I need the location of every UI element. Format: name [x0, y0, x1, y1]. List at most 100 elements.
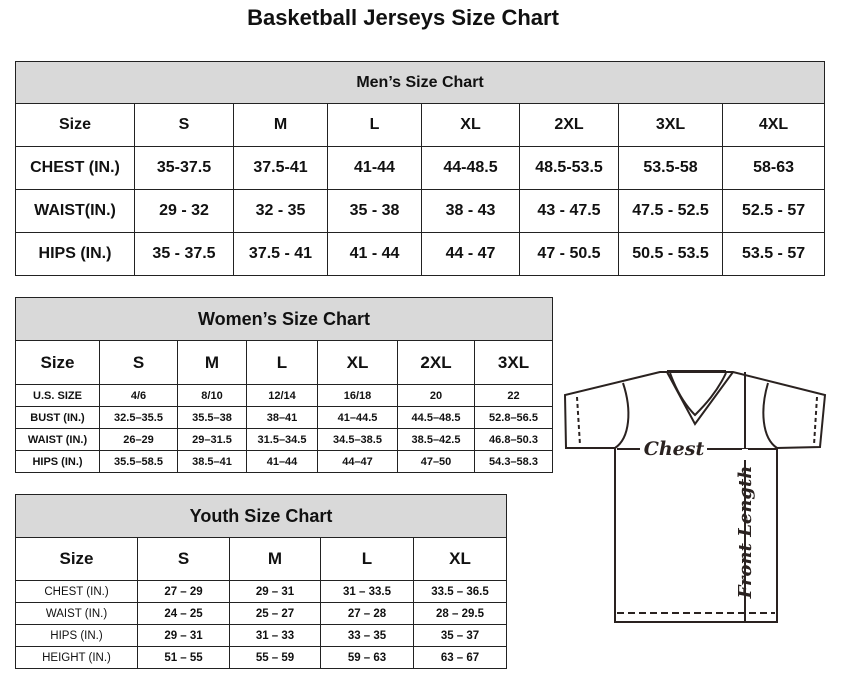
- table-cell: 27 – 29: [137, 580, 230, 603]
- table-row: HIPS (IN.) 29 – 31 31 – 33 33 – 35 35 – 37: [15, 624, 508, 647]
- table-cell: 52.8–56.5: [473, 406, 554, 429]
- table-cell: 41–44.5: [317, 406, 398, 429]
- column-header: XL: [421, 103, 520, 147]
- table-cell: 27 – 28: [320, 602, 414, 625]
- column-header: S: [137, 537, 230, 581]
- table-cell: 33 – 35: [320, 624, 414, 647]
- womens-size-table: Women’s Size Chart Size S M L XL 2XL 3XL U.S. S…: [14, 297, 554, 473]
- table-cell: 32.5–35.5: [99, 406, 178, 429]
- table-cell: 63 – 67: [412, 646, 508, 669]
- table-cell: 41-44: [327, 146, 422, 190]
- column-header: S: [99, 340, 178, 385]
- table-row: WAIST (IN.) 24 – 25 25 – 27 27 – 28 28 – 29.…: [15, 602, 508, 625]
- table-cell: 48.5-53.5: [519, 146, 619, 190]
- column-header: Size: [15, 340, 100, 385]
- table-cell: 46.8–50.3: [473, 428, 554, 451]
- table-cell: 31 – 33: [229, 624, 321, 647]
- t-shirt-icon: Chest Front Length: [563, 370, 827, 623]
- table-cell: 35 – 37: [412, 624, 508, 647]
- table-cell: 29 – 31: [137, 624, 230, 647]
- table-cell: 29 - 32: [134, 189, 234, 233]
- table-cell: 29–31.5: [177, 428, 247, 451]
- table-row: BUST (IN.) 32.5–35.5 35.5–38 38–41 41–44.5 44…: [15, 406, 554, 429]
- header-row: Size S M L XL: [15, 537, 508, 581]
- header-row: Size S M L XL 2XL 3XL: [15, 340, 554, 385]
- table-cell: 26–29: [99, 428, 178, 451]
- table-cell: 4/6: [99, 384, 178, 407]
- table-cell: 8/10: [177, 384, 247, 407]
- table-cell: 38 - 43: [421, 189, 520, 233]
- table-row: HEIGHT (IN.) 51 – 55 55 – 59 59 – 63 63 – 67: [15, 646, 508, 669]
- table-cell: 35.5–58.5: [99, 450, 178, 473]
- table-cell: 16/18: [317, 384, 398, 407]
- front-length-label: Front Length: [735, 466, 756, 600]
- row-label: WAIST(IN.): [15, 189, 135, 233]
- mens-table-caption: Men’s Size Chart: [14, 61, 826, 104]
- table-row: WAIST (IN.) 26–29 29–31.5 31.5–34.5 34.5–38.…: [15, 428, 554, 451]
- page-title: Basketball Jerseys Size Chart: [247, 5, 559, 30]
- chest-label: Chest: [644, 438, 705, 460]
- youth-size-table: Youth Size Chart Size S M L XL CHEST (IN.) 27 …: [14, 494, 508, 669]
- table-cell: 12/14: [246, 384, 318, 407]
- table-cell: 44 - 47: [421, 232, 520, 276]
- table-row: WAIST(IN.) 29 - 32 32 - 35 35 - 38 38 - 43 43…: [15, 189, 826, 233]
- table-cell: 32 - 35: [233, 189, 328, 233]
- column-header: M: [229, 537, 321, 581]
- table-row: HIPS (IN.) 35.5–58.5 38.5–41 41–44 44–47 47–5…: [15, 450, 554, 473]
- table-cell: 53.5 - 57: [721, 232, 826, 276]
- table-cell: 53.5-58: [618, 146, 723, 190]
- table-cell: 44–47: [317, 450, 398, 473]
- table-cell: 51 – 55: [137, 646, 230, 669]
- table-cell: 33.5 – 36.5: [412, 580, 508, 603]
- table-cell: 59 – 63: [320, 646, 414, 669]
- table-cell: 54.3–58.3: [473, 450, 554, 473]
- table-cell: 58-63: [721, 146, 826, 190]
- table-row: HIPS (IN.) 35 - 37.5 37.5 - 41 41 - 44 44 - …: [15, 232, 826, 276]
- table-cell: 38–41: [246, 406, 318, 429]
- column-header: 2XL: [397, 340, 475, 385]
- column-header: Size: [15, 537, 138, 581]
- column-header: XL: [317, 340, 398, 385]
- table-cell: 37.5 - 41: [233, 232, 328, 276]
- table-row: CHEST (IN.) 35-37.5 37.5-41 41-44 44-48.5 48.…: [15, 146, 826, 190]
- row-label: WAIST (IN.): [15, 602, 138, 625]
- column-header: M: [233, 103, 328, 147]
- table-cell: 31.5–34.5: [246, 428, 318, 451]
- table-cell: 31 – 33.5: [320, 580, 414, 603]
- table-cell: 35.5–38: [177, 406, 247, 429]
- column-header: 2XL: [519, 103, 619, 147]
- table-cell: 50.5 - 53.5: [618, 232, 723, 276]
- table-cell: 44.5–48.5: [397, 406, 475, 429]
- table-cell: 20: [397, 384, 475, 407]
- womens-table-caption: Women’s Size Chart: [14, 297, 554, 341]
- row-label: U.S. SIZE: [15, 384, 100, 407]
- column-header: L: [320, 537, 414, 581]
- table-cell: 47.5 - 52.5: [618, 189, 723, 233]
- table-cell: 52.5 - 57: [721, 189, 826, 233]
- column-header: 3XL: [618, 103, 723, 147]
- table-cell: 28 – 29.5: [412, 602, 508, 625]
- table-cell: 29 – 31: [229, 580, 321, 603]
- table-cell: 41–44: [246, 450, 318, 473]
- table-cell: 37.5-41: [233, 146, 328, 190]
- column-header: L: [246, 340, 318, 385]
- table-cell: 43 - 47.5: [519, 189, 619, 233]
- table-cell: 47 - 50.5: [519, 232, 619, 276]
- table-cell: 38.5–42.5: [397, 428, 475, 451]
- column-header: 4XL: [721, 103, 826, 147]
- mens-size-table: Men’s Size Chart Size S M L XL 2XL 3XL 4XL CHEST…: [14, 61, 826, 276]
- youth-table-caption: Youth Size Chart: [14, 494, 508, 538]
- table-row: U.S. SIZE 4/6 8/10 12/14 16/18 20 22: [15, 384, 554, 407]
- column-header: Size: [15, 103, 135, 147]
- row-label: BUST (IN.): [15, 406, 100, 429]
- row-label: CHEST (IN.): [15, 146, 135, 190]
- header-row: Size S M L XL 2XL 3XL 4XL: [15, 103, 826, 147]
- table-row: CHEST (IN.) 27 – 29 29 – 31 31 – 33.5 33.5 –…: [15, 580, 508, 603]
- table-cell: 34.5–38.5: [317, 428, 398, 451]
- row-label: HIPS (IN.): [15, 624, 138, 647]
- table-cell: 47–50: [397, 450, 475, 473]
- column-header: L: [327, 103, 422, 147]
- column-header: XL: [412, 537, 508, 581]
- row-label: WAIST (IN.): [15, 428, 100, 451]
